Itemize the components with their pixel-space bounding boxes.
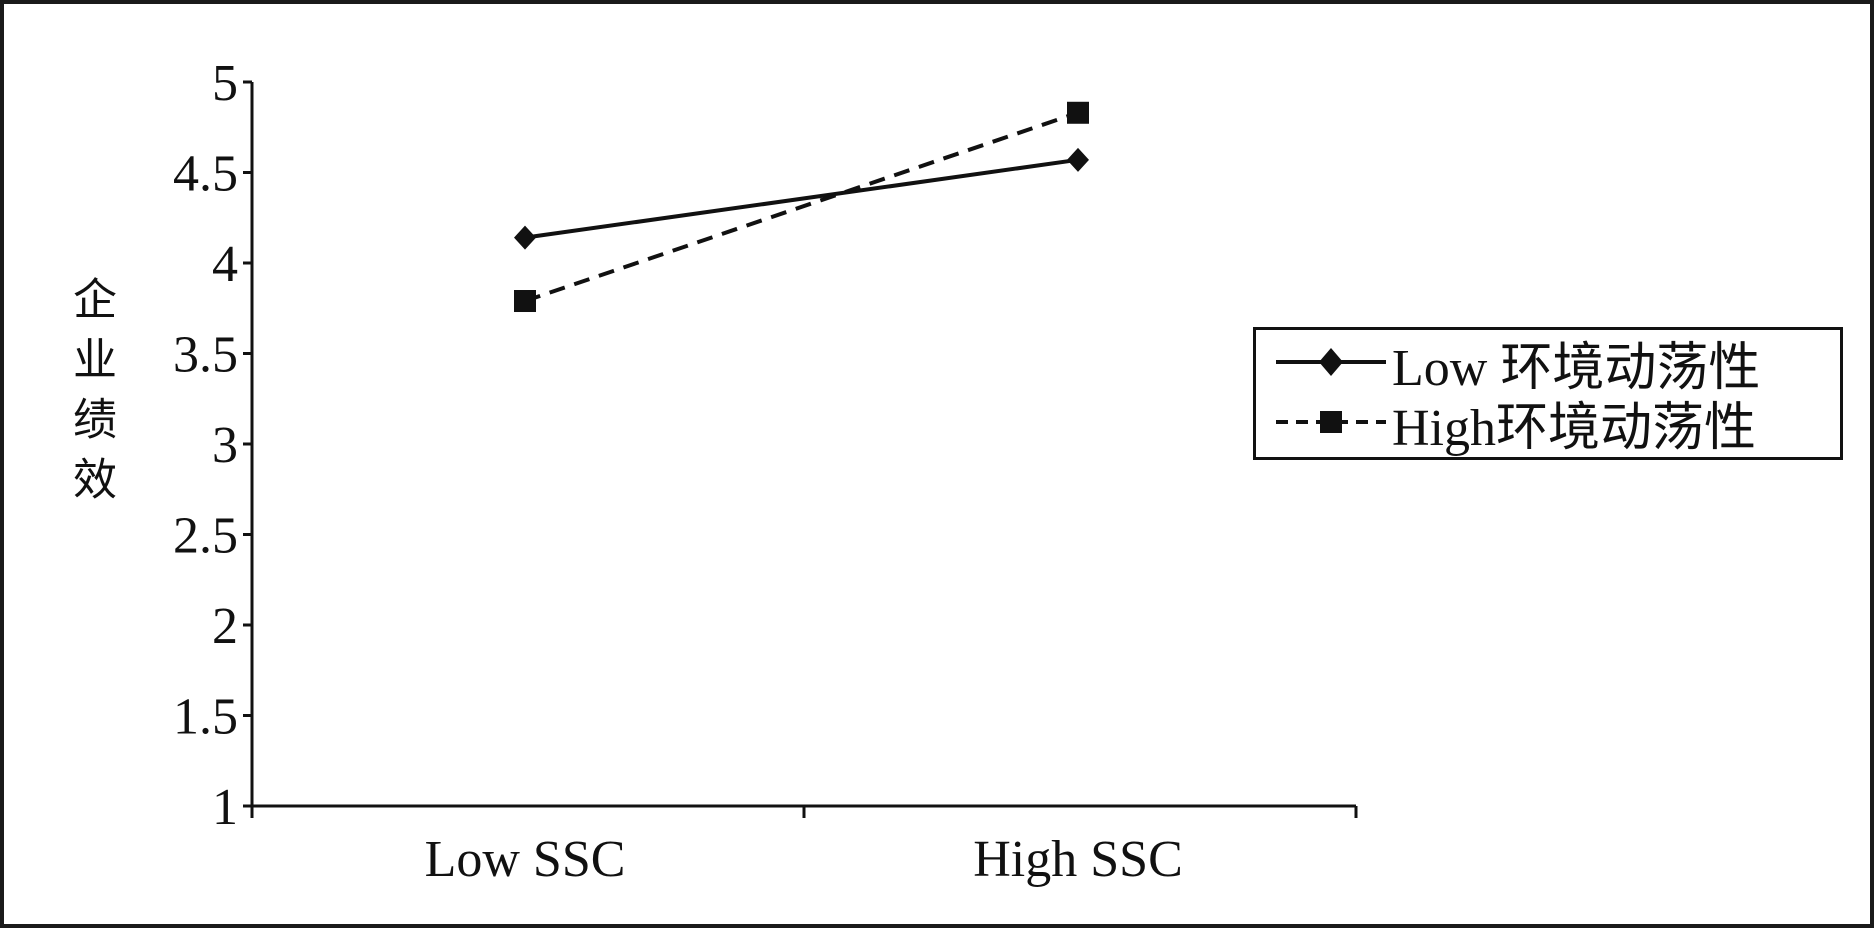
legend-item-low: Low 环境动荡性: [1276, 332, 1760, 397]
x-tick-label: High SSC: [973, 831, 1183, 888]
y-tick-label: 2: [212, 598, 238, 655]
legend-square-dashed-icon: [1276, 411, 1386, 433]
data-point-diamond: [514, 225, 536, 250]
x-tick-label: Low SSC: [425, 831, 626, 888]
y-tick-label: 1.5: [173, 689, 238, 746]
y-tick-label: 5: [212, 55, 238, 112]
legend: Low 环境动荡性 High环境动荡性: [1253, 327, 1843, 460]
y-tick-label: 4.5: [173, 146, 238, 203]
legend-item-high: High环境动荡性: [1276, 392, 1756, 457]
legend-label: High环境动荡性: [1392, 399, 1757, 457]
data-point-square: [1067, 101, 1089, 124]
y-tick-label: 1: [212, 779, 238, 836]
legend-label: Low 环境动荡性: [1392, 339, 1761, 397]
series-line-0: [524, 157, 1079, 240]
y-tick-label: 2.5: [173, 508, 238, 565]
line-chart: 1 1.5 2 2.5 3 3.5 4 4.5 5 Low SSC High SSC: [173, 55, 1358, 888]
data-point-diamond: [1067, 147, 1089, 172]
y-tick-label: 3: [212, 417, 238, 474]
y-axis-label: 企业绩效: [65, 276, 116, 516]
data-point-square: [514, 290, 536, 313]
y-tick-label: 4: [212, 236, 238, 293]
legend-diamond-solid-icon: [1276, 348, 1386, 376]
series-line-1: [524, 110, 1079, 303]
y-tick-label: 3.5: [173, 327, 238, 384]
